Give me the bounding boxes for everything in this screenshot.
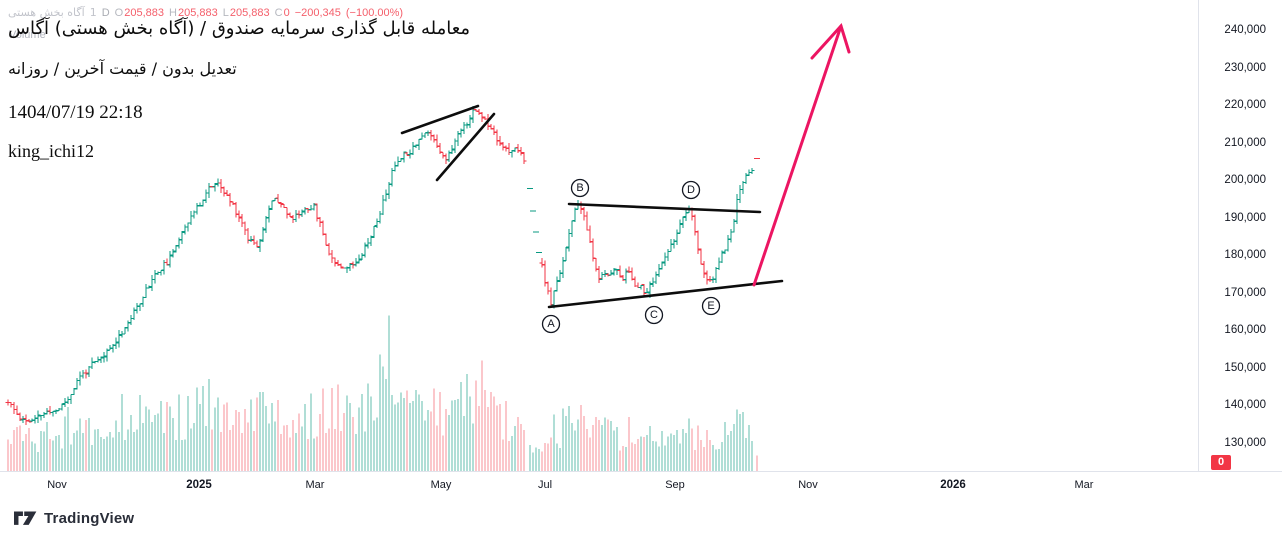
wave-label-C: C bbox=[644, 305, 664, 325]
price-axis-label: 230,000 bbox=[1224, 61, 1266, 74]
legend-interval-prefix: 1 bbox=[89, 6, 97, 19]
wave-label-A: A bbox=[541, 314, 561, 334]
price-axis-separator bbox=[1198, 0, 1199, 471]
legend-open: O205,883 bbox=[114, 7, 164, 19]
wave-labels[interactable]: A B C D E bbox=[541, 178, 721, 334]
time-axis-label: Mar bbox=[1074, 479, 1094, 491]
time-axis-label: 2025 bbox=[186, 479, 212, 491]
time-axis-label: Nov bbox=[47, 479, 67, 491]
price-axis-label: 190,000 bbox=[1224, 211, 1266, 224]
wave-label-B: B bbox=[570, 178, 590, 198]
legend-change: −200,345 bbox=[294, 7, 341, 19]
legend-close: C0 bbox=[274, 7, 290, 19]
time-axis-label: Mar bbox=[305, 479, 325, 491]
legend-change-pct: (−100.00%) bbox=[345, 7, 404, 19]
drawing-projection-arrow[interactable] bbox=[752, 23, 851, 287]
price-axis-label: 240,000 bbox=[1224, 24, 1266, 36]
svg-text:A: A bbox=[547, 318, 555, 330]
wave-label-D: D bbox=[681, 180, 701, 200]
price-axis-label: 180,000 bbox=[1224, 249, 1266, 262]
time-axis-label: Nov bbox=[798, 479, 818, 491]
legend-interval: D bbox=[101, 7, 110, 19]
symbol-legend[interactable]: ‎هستی‎ ‎بخش‎ ‎آگاه‎ 1 D O205,883 H205,88… bbox=[8, 6, 403, 19]
time-axis-separator bbox=[0, 471, 1282, 472]
price-axis-label: 220,000 bbox=[1224, 99, 1266, 112]
svg-text:B: B bbox=[576, 182, 583, 194]
time-axis-label: 2026 bbox=[940, 479, 966, 491]
symbol-name: ‎هستی‎ ‎بخش‎ ‎آگاه‎ bbox=[8, 6, 85, 19]
wave-label-E: E bbox=[701, 296, 721, 316]
tradingview-logo[interactable]: TradingView bbox=[14, 509, 134, 528]
tradingview-logo-icon bbox=[14, 511, 37, 525]
last-price-badge: 0 bbox=[1211, 455, 1231, 470]
annotation-username: king_ichi12 bbox=[8, 141, 94, 161]
time-axis-label: Jul bbox=[537, 479, 553, 491]
svg-text:C: C bbox=[650, 309, 658, 321]
price-axis-label: 160,000 bbox=[1224, 324, 1266, 337]
ohlc-bar-series bbox=[5, 106, 760, 425]
drawing-triangle-lower[interactable] bbox=[547, 279, 784, 309]
price-axis-label: 170,000 bbox=[1224, 286, 1266, 299]
svg-text:E: E bbox=[707, 300, 714, 312]
drawing-impulse-line-2[interactable] bbox=[435, 112, 496, 182]
annotation-subtitle-line: ‎روزانه‎ ‎/‎ ‎آخرین‎ ‎قیمت‎ ‎/‎ ‎بدون‎ ‎… bbox=[8, 59, 237, 78]
price-axis-label: 140,000 bbox=[1224, 399, 1266, 412]
price-axis-label: 210,000 bbox=[1224, 136, 1266, 149]
volume-series bbox=[7, 315, 758, 471]
time-axis-label: Sep bbox=[665, 479, 685, 491]
price-axis-label: 200,000 bbox=[1224, 174, 1266, 187]
annotation-datetime: 1404/07/19 22:18 bbox=[8, 102, 143, 123]
svg-text:D: D bbox=[687, 184, 695, 196]
chart-annotation-text-block[interactable]: ‎آگاس‎ ‎(هستی‎ ‎بخش‎ ‎آگاه)‎ ‎/‎ ‎صندوق‎… bbox=[8, 17, 470, 162]
legend-high: H205,883 bbox=[169, 7, 218, 19]
time-axis-label: May bbox=[430, 479, 452, 491]
tradingview-logo-text: TradingView bbox=[44, 510, 135, 527]
drawing-triangle-upper[interactable] bbox=[567, 202, 762, 214]
annotation-title-line: ‎آگاس‎ ‎(هستی‎ ‎بخش‎ ‎آگاه)‎ ‎/‎ ‎صندوق‎… bbox=[8, 18, 471, 39]
price-axis-label: 150,000 bbox=[1224, 361, 1266, 374]
legend-low: L205,883 bbox=[222, 7, 270, 19]
volume-indicator-label[interactable]: Volume bbox=[9, 29, 46, 41]
drawing-impulse-line-1[interactable] bbox=[400, 104, 480, 135]
price-axis-label: 130,000 bbox=[1224, 436, 1266, 449]
